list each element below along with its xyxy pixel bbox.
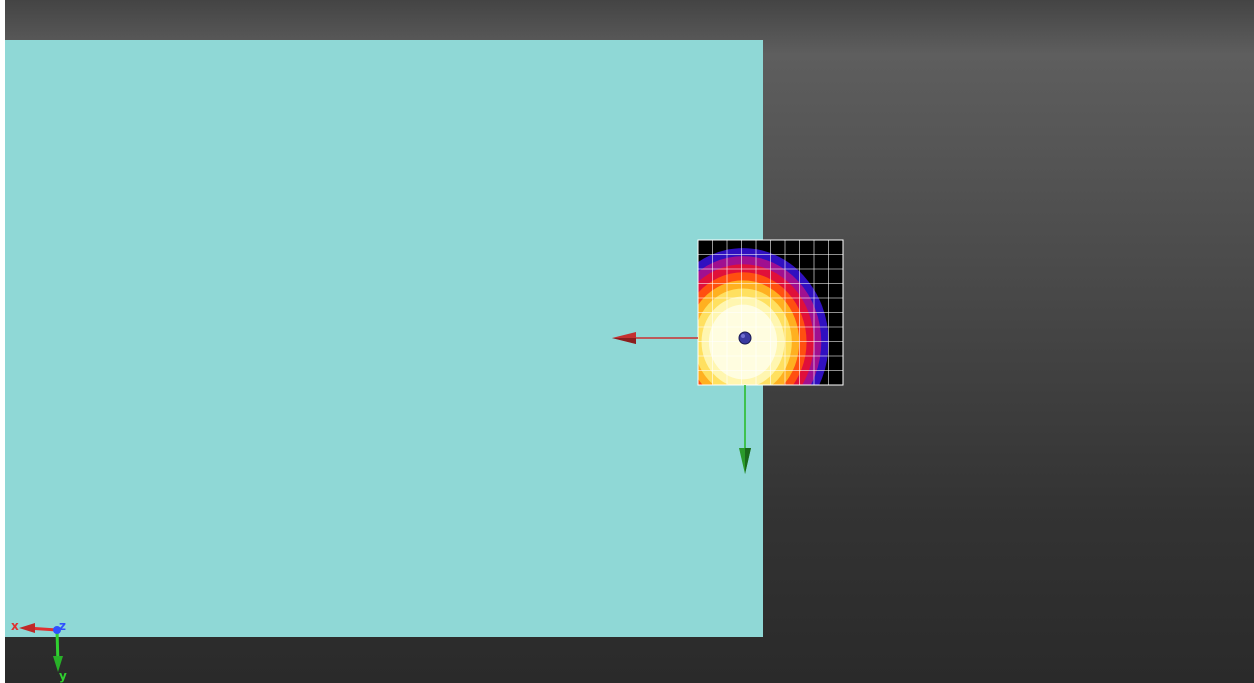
triad-y-label: y [59,669,67,683]
triad-z-label: z [59,619,66,633]
triad-z-axis [53,626,61,634]
source-y-axis-arrow[interactable] [739,385,751,474]
triad-x-label: x [11,619,19,633]
heatmap-border [697,239,844,386]
source-center-highlight [741,334,745,338]
triad-x-head [19,623,35,633]
scene-overlay: x z y [11,239,844,683]
source-heatmap[interactable] [650,239,844,444]
heatmap-grid [698,240,843,385]
orientation-triad: x z y [11,619,67,683]
source-y-axis-head-shade [745,448,751,474]
source-x-axis-arrow[interactable] [612,332,698,344]
source-x-axis-head-shade [612,338,636,344]
source-center-marker[interactable] [738,331,752,345]
triad-y-head [53,656,63,672]
3d-viewport[interactable]: x z y [5,0,1254,683]
